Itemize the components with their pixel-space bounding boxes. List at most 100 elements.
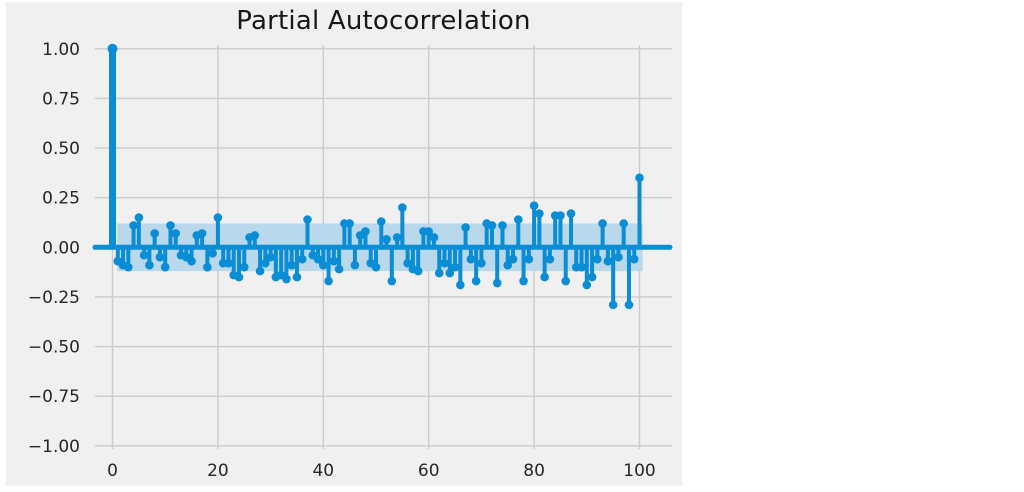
pacf-stem-marker (361, 227, 370, 236)
pacf-stem-marker (545, 254, 555, 264)
pacf-stem-marker (413, 266, 423, 276)
pacf-stem-marker (471, 276, 481, 286)
pacf-stem-marker (345, 219, 354, 228)
pacf-stem-marker (603, 256, 613, 266)
y-tick-label: 1.00 (42, 40, 80, 60)
pacf-stem-marker (319, 260, 328, 270)
pacf-stem-marker (171, 229, 181, 238)
pacf-stem-marker (614, 252, 623, 262)
pacf-stem-marker (535, 209, 544, 218)
pacf-stem-marker (487, 221, 497, 230)
pacf-stem-marker (334, 264, 344, 274)
pacf-stem-marker (566, 209, 576, 218)
pacf-stem-marker (255, 266, 265, 276)
pacf-stem-marker (197, 229, 207, 238)
pacf-stem-marker (508, 254, 518, 264)
pacf-stem-marker (461, 223, 470, 232)
pacf-stem-marker (477, 258, 486, 268)
pacf-stem-marker (598, 219, 607, 228)
pacf-stem-marker (434, 268, 444, 278)
pacf-stem-marker (297, 254, 307, 264)
pacf-stem-marker (629, 254, 639, 264)
pacf-stem-marker (398, 203, 407, 212)
pacf-stem-marker (498, 221, 507, 230)
chart-title: Partial Autocorrelation (236, 6, 531, 36)
x-tick-label: 100 (623, 461, 655, 481)
pacf-stem-marker (593, 254, 602, 264)
x-tick-label: 40 (312, 461, 334, 481)
pacf-stem-marker (107, 43, 118, 54)
pacf-stem-marker (587, 272, 597, 282)
y-tick-label: 0.75 (42, 89, 80, 109)
x-tick-label: 0 (107, 461, 118, 481)
pacf-stem-marker (208, 248, 217, 258)
pacf-stem-marker (187, 256, 196, 266)
pacf-stem-marker (466, 254, 476, 264)
pacf-stem-marker (145, 260, 154, 270)
pacf-stem-marker (392, 233, 402, 242)
pacf-stem-marker (213, 213, 223, 222)
pacf-stem-marker (513, 215, 523, 224)
pacf-stem-marker (371, 262, 381, 272)
pacf-stem-marker (524, 254, 534, 264)
pacf-stem-marker (440, 258, 449, 268)
pacf-stem-marker (203, 262, 212, 272)
y-tick-label: 0.25 (42, 189, 80, 209)
pacf-stem-marker (608, 300, 618, 310)
pacf-stem-marker (624, 300, 634, 310)
pacf-stem-marker (129, 221, 138, 230)
pacf-stem-marker (635, 173, 644, 183)
pacf-stem-marker (350, 260, 360, 270)
y-tick-label: −0.25 (28, 288, 80, 308)
pacf-stem-marker (382, 235, 391, 244)
pacf-stem-marker (155, 252, 165, 262)
pacf-stem-marker (124, 262, 133, 272)
pacf-stem-marker (582, 280, 592, 290)
pacf-stem-marker (313, 254, 323, 264)
pacf-stem-marker (250, 231, 260, 240)
pacf-stem-marker (160, 262, 170, 272)
pacf-stem-marker (261, 258, 270, 268)
pacf-stem-marker (287, 260, 296, 270)
y-tick-label: −0.50 (28, 338, 80, 358)
pacf-stem-marker (529, 201, 539, 210)
pacf-stem-marker (387, 276, 397, 286)
pacf-stem-marker (266, 252, 275, 262)
y-tick-label: −1.00 (28, 437, 80, 457)
pacf-stem-marker (239, 262, 249, 272)
pacf-stem-marker (150, 229, 159, 238)
pacf-stem-marker (403, 258, 412, 268)
pacf-stem-marker (556, 211, 565, 220)
pacf-stem-marker (376, 217, 386, 226)
pacf-stem-marker (540, 272, 549, 282)
pacf-stem-marker (456, 280, 465, 290)
pacf-stem-marker (324, 276, 333, 286)
x-tick-label: 80 (523, 461, 545, 481)
pacf-stem-marker (234, 272, 244, 282)
x-tick-label: 20 (207, 461, 229, 481)
pacf-stem-marker (503, 260, 513, 270)
pacf-stem-marker (134, 213, 144, 222)
y-tick-label: −0.75 (28, 387, 80, 407)
pacf-stem-marker (224, 258, 233, 268)
pacf-stem-marker (577, 262, 586, 272)
pacf-stem-marker (492, 278, 502, 288)
pacf-stem-marker (292, 272, 302, 282)
pacf-stem-marker (450, 262, 460, 272)
y-tick-label: 0.50 (42, 139, 80, 159)
pacf-stem-marker (561, 276, 571, 286)
pacf-stem-marker (445, 268, 455, 278)
y-tick-label: 0.00 (42, 238, 80, 258)
pacf-stem-marker (282, 274, 291, 284)
pacf-stem-marker (424, 227, 434, 236)
pacf-stem-marker (303, 215, 312, 224)
pacf-stem-marker (329, 256, 339, 266)
pacf-stem-marker (619, 219, 628, 228)
pacf-stem-marker (519, 276, 528, 286)
pacf-stem-marker (139, 250, 149, 260)
pacf-stem-marker (166, 221, 175, 230)
x-tick-label: 60 (418, 461, 440, 481)
pacf-stem-marker (429, 233, 439, 242)
